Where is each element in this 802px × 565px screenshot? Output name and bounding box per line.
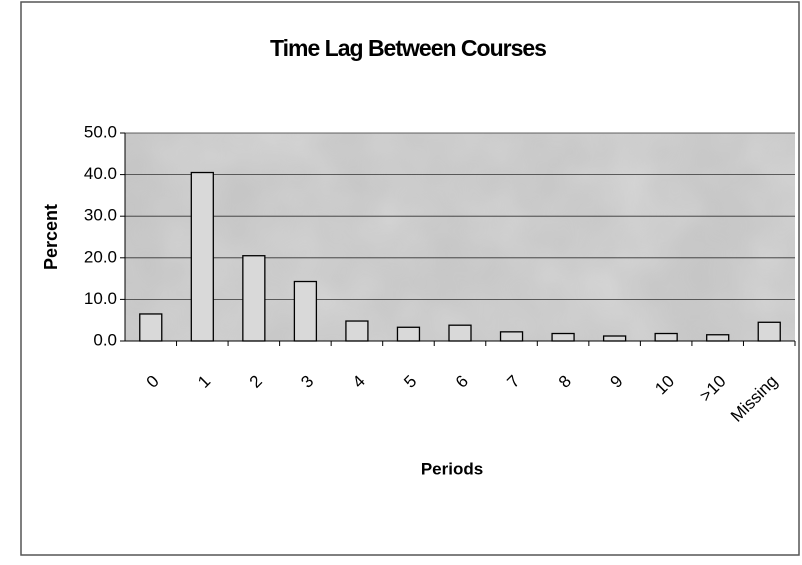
- y-tick-label: 30.0: [84, 206, 117, 225]
- y-tick-label: 0.0: [93, 330, 117, 349]
- bar: [654, 332, 678, 342]
- bar: [551, 332, 575, 342]
- bar: [499, 331, 524, 342]
- y-tick-label: 20.0: [84, 247, 117, 266]
- bar: [190, 171, 214, 342]
- bar: [448, 324, 472, 342]
- x-axis-label: Periods: [421, 459, 483, 478]
- bar: [293, 280, 318, 342]
- bar: [602, 335, 627, 342]
- bar: [345, 320, 369, 342]
- bar: [706, 334, 730, 342]
- y-tick-label: 10.0: [84, 289, 117, 308]
- y-axis-label: Percent: [41, 204, 61, 270]
- bar: [757, 321, 781, 342]
- bar: [242, 255, 266, 342]
- y-tick-label: 40.0: [84, 164, 117, 183]
- bar: [139, 313, 163, 342]
- bar: [396, 326, 421, 342]
- y-tick-label: 50.0: [84, 122, 117, 141]
- chart-title: Time Lag Between Courses: [270, 35, 546, 61]
- plot-texture: [125, 133, 795, 341]
